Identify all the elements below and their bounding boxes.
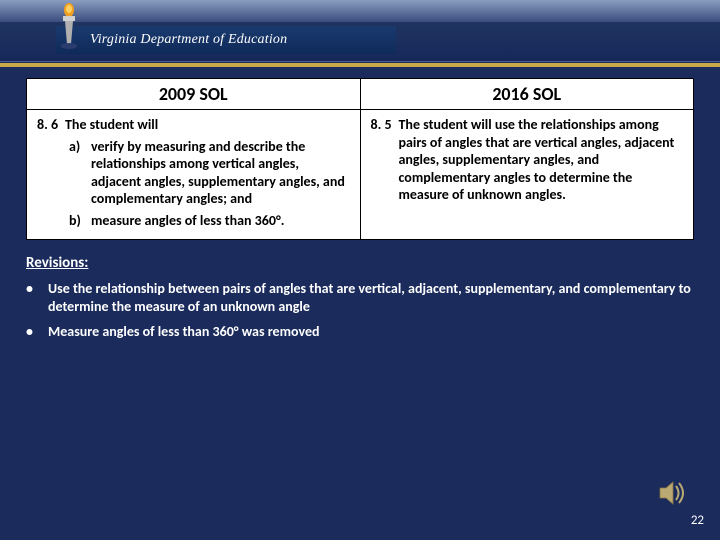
sol-comparison-table: 2009 SOL 2016 SOL 8. 6 The student will … [26, 78, 694, 240]
speaker-icon[interactable] [656, 476, 690, 510]
bullet-icon: • [26, 323, 48, 341]
cell-2016: 8. 5 The student will use the relationsh… [360, 110, 694, 240]
header-band: Virginia Department of Education [0, 0, 720, 62]
dept-title-text: Virginia Department of Education [90, 32, 287, 48]
std-text-2009: The student will [65, 116, 158, 134]
sub-item-a: a) verify by measuring and describe the … [69, 138, 350, 208]
revision-item: • Use the relationship between pairs of … [26, 280, 694, 315]
std-num-2009: 8. 6 [37, 116, 65, 134]
sub-label: b) [69, 212, 91, 230]
dept-title-bar: Virginia Department of Education [56, 26, 396, 54]
bullet-icon: • [26, 280, 48, 315]
slide-content: 2009 SOL 2016 SOL 8. 6 The student will … [26, 78, 694, 349]
std-text-2016: The student will use the relationships a… [399, 116, 684, 204]
torch-icon [56, 2, 82, 50]
page-number: 22 [691, 513, 704, 528]
revision-text: Measure angles of less than 360° was rem… [48, 323, 320, 341]
col-header-2009: 2009 SOL [27, 79, 361, 110]
revisions-block: Revisions: • Use the relationship betwee… [26, 254, 694, 341]
sub-label: a) [69, 138, 91, 208]
sub-text: verify by measuring and describe the rel… [91, 138, 350, 208]
revision-item: • Measure angles of less than 360° was r… [26, 323, 694, 341]
revision-text: Use the relationship between pairs of an… [48, 280, 694, 315]
revisions-list: • Use the relationship between pairs of … [26, 280, 694, 341]
col-header-2016: 2016 SOL [360, 79, 694, 110]
cell-2009: 8. 6 The student will a) verify by measu… [27, 110, 361, 240]
sub-item-b: b) measure angles of less than 360°. [69, 212, 350, 230]
revisions-title: Revisions: [26, 254, 694, 272]
sub-text: measure angles of less than 360°. [91, 212, 285, 230]
std-num-2016: 8. 5 [371, 116, 399, 204]
